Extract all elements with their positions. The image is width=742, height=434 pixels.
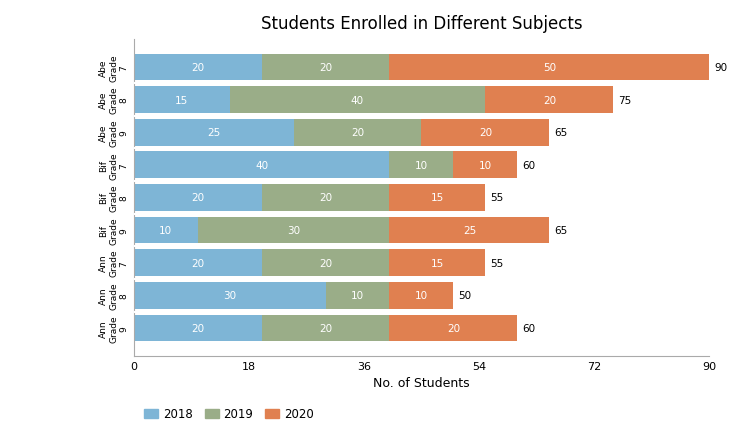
Text: 15: 15 bbox=[431, 193, 444, 203]
Bar bbox=[453, 152, 517, 179]
Bar bbox=[134, 119, 294, 146]
Text: 65: 65 bbox=[554, 128, 567, 138]
Text: 20: 20 bbox=[319, 63, 332, 73]
Bar bbox=[261, 54, 390, 81]
Bar bbox=[261, 184, 390, 211]
Text: 50: 50 bbox=[458, 291, 471, 301]
Bar bbox=[390, 315, 517, 342]
Bar bbox=[390, 250, 485, 276]
Bar bbox=[134, 54, 261, 81]
Bar bbox=[261, 315, 390, 342]
Bar bbox=[134, 87, 229, 114]
Legend: 2018, 2019, 2020: 2018, 2019, 2020 bbox=[139, 403, 318, 425]
Text: 10: 10 bbox=[479, 161, 492, 171]
Bar bbox=[390, 184, 485, 211]
Text: 40: 40 bbox=[255, 161, 268, 171]
Bar bbox=[390, 217, 549, 244]
Bar bbox=[134, 315, 261, 342]
Text: 20: 20 bbox=[479, 128, 492, 138]
Bar bbox=[197, 217, 390, 244]
Text: 10: 10 bbox=[415, 291, 428, 301]
Bar bbox=[261, 250, 390, 276]
Text: 60: 60 bbox=[522, 323, 535, 333]
Text: 50: 50 bbox=[543, 63, 556, 73]
Text: 75: 75 bbox=[618, 95, 631, 105]
Text: 20: 20 bbox=[543, 95, 556, 105]
Bar bbox=[134, 282, 326, 309]
Bar bbox=[134, 184, 261, 211]
Bar bbox=[485, 87, 614, 114]
Text: 55: 55 bbox=[490, 258, 503, 268]
Bar bbox=[134, 250, 261, 276]
Bar bbox=[229, 87, 485, 114]
Text: 30: 30 bbox=[287, 226, 300, 236]
Text: 10: 10 bbox=[351, 291, 364, 301]
Text: 15: 15 bbox=[431, 258, 444, 268]
Text: 20: 20 bbox=[191, 258, 204, 268]
Text: 15: 15 bbox=[175, 95, 188, 105]
Text: 60: 60 bbox=[522, 161, 535, 171]
Text: 20: 20 bbox=[191, 193, 204, 203]
Text: 20: 20 bbox=[351, 128, 364, 138]
Text: 20: 20 bbox=[319, 258, 332, 268]
Text: 20: 20 bbox=[191, 323, 204, 333]
Text: 30: 30 bbox=[223, 291, 236, 301]
X-axis label: No. of Students: No. of Students bbox=[373, 376, 470, 389]
Text: 40: 40 bbox=[351, 95, 364, 105]
Bar bbox=[390, 282, 453, 309]
Text: 10: 10 bbox=[159, 226, 172, 236]
Bar bbox=[326, 282, 390, 309]
Text: 25: 25 bbox=[207, 128, 220, 138]
Bar bbox=[390, 152, 453, 179]
Bar bbox=[134, 217, 197, 244]
Text: 65: 65 bbox=[554, 226, 567, 236]
Text: 20: 20 bbox=[319, 323, 332, 333]
Bar bbox=[294, 119, 421, 146]
Text: 20: 20 bbox=[447, 323, 460, 333]
Title: Students Enrolled in Different Subjects: Students Enrolled in Different Subjects bbox=[260, 15, 582, 33]
Text: 90: 90 bbox=[714, 63, 727, 73]
Text: 25: 25 bbox=[463, 226, 476, 236]
Bar bbox=[421, 119, 549, 146]
Text: 20: 20 bbox=[319, 193, 332, 203]
Text: 55: 55 bbox=[490, 193, 503, 203]
Bar bbox=[390, 54, 709, 81]
Bar bbox=[134, 152, 390, 179]
Text: 20: 20 bbox=[191, 63, 204, 73]
Text: 10: 10 bbox=[415, 161, 428, 171]
